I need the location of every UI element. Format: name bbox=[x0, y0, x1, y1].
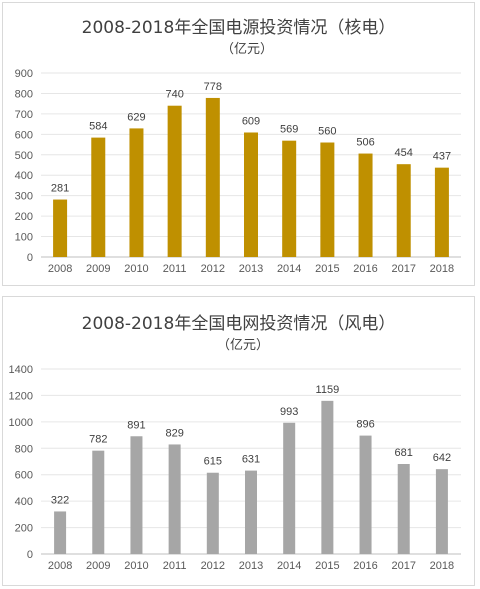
data-label: 778 bbox=[204, 81, 222, 93]
x-tick-label: 2017 bbox=[391, 263, 415, 275]
bar bbox=[167, 105, 182, 257]
bar bbox=[435, 469, 448, 554]
y-tick-label: 600 bbox=[15, 470, 33, 482]
x-tick-label: 2008 bbox=[48, 560, 72, 572]
data-label: 896 bbox=[356, 419, 374, 431]
y-tick-label: 0 bbox=[27, 252, 33, 264]
data-label: 740 bbox=[165, 89, 183, 101]
bar bbox=[359, 435, 372, 554]
data-label: 281 bbox=[51, 183, 69, 195]
x-tick-label: 2014 bbox=[277, 560, 301, 572]
y-tick-label: 1200 bbox=[9, 390, 33, 402]
bar bbox=[205, 97, 220, 257]
x-tick-label: 2009 bbox=[86, 263, 110, 275]
x-tick-label: 2010 bbox=[124, 560, 148, 572]
wind-chart-plot: 0 200 400 600 800 1000 1200 1400 322 2008 782 2009 8… bbox=[9, 364, 461, 572]
y-tick-label: 0 bbox=[27, 549, 33, 561]
data-label: 569 bbox=[280, 124, 298, 136]
data-label: 642 bbox=[433, 452, 451, 464]
bar bbox=[396, 164, 411, 257]
bar bbox=[283, 422, 296, 554]
y-tick-label: 400 bbox=[15, 170, 33, 182]
x-tick-label: 2012 bbox=[201, 263, 225, 275]
x-tick-label: 2015 bbox=[315, 560, 339, 572]
data-label: 681 bbox=[395, 447, 413, 459]
bar bbox=[320, 142, 335, 257]
y-tick-label: 1000 bbox=[9, 417, 33, 429]
x-tick-label: 2012 bbox=[201, 560, 225, 572]
chart-title: 2008-2018年全国电网投资情况（风电） bbox=[81, 314, 396, 334]
x-tick-label: 2008 bbox=[48, 263, 72, 275]
nuclear-investment-chart: 2008-2018年全国电源投资情况（核电） （亿元） 0 100 200 300 40… bbox=[2, 2, 475, 286]
bar bbox=[91, 137, 106, 257]
chart-subtitle: （亿元） bbox=[217, 338, 270, 353]
x-tick-label: 2015 bbox=[315, 263, 339, 275]
y-tick-label: 800 bbox=[15, 443, 33, 455]
bar bbox=[397, 464, 410, 554]
y-tick-label: 700 bbox=[15, 109, 33, 121]
y-tick-label: 200 bbox=[15, 211, 33, 223]
wind-investment-chart: 2008-2018年全国电网投资情况（风电） （亿元） 0 200 400 600 80… bbox=[2, 296, 475, 586]
y-tick-label: 1400 bbox=[9, 364, 33, 376]
x-tick-label: 2018 bbox=[430, 560, 454, 572]
y-tick-label: 500 bbox=[15, 150, 33, 162]
x-tick-label: 2014 bbox=[277, 263, 301, 275]
data-label: 322 bbox=[51, 494, 69, 506]
bar bbox=[282, 140, 297, 257]
data-label: 609 bbox=[242, 115, 260, 127]
chart-subtitle: （亿元） bbox=[221, 42, 274, 57]
x-tick-label: 2010 bbox=[124, 263, 148, 275]
data-label: 891 bbox=[127, 419, 145, 431]
y-tick-label: 200 bbox=[15, 523, 33, 535]
y-tick-label: 800 bbox=[15, 88, 33, 100]
y-tick-label: 100 bbox=[15, 232, 33, 244]
x-tick-label: 2011 bbox=[163, 263, 187, 275]
data-label: 629 bbox=[127, 111, 145, 123]
data-label: 437 bbox=[433, 151, 451, 163]
data-label: 782 bbox=[89, 434, 107, 446]
x-tick-label: 2018 bbox=[430, 263, 454, 275]
x-tick-label: 2011 bbox=[163, 560, 187, 572]
data-label: 829 bbox=[165, 427, 183, 439]
bar bbox=[168, 444, 181, 554]
x-tick-label: 2013 bbox=[239, 263, 263, 275]
data-label: 506 bbox=[356, 137, 374, 149]
data-label: 615 bbox=[204, 456, 222, 468]
y-tick-label: 600 bbox=[15, 129, 33, 141]
bar bbox=[53, 199, 68, 257]
x-tick-label: 2016 bbox=[353, 263, 377, 275]
data-label: 584 bbox=[89, 121, 107, 133]
y-tick-label: 400 bbox=[15, 496, 33, 508]
data-label: 631 bbox=[242, 454, 260, 466]
data-label: 560 bbox=[318, 126, 336, 138]
bar bbox=[129, 128, 144, 257]
y-tick-label: 300 bbox=[15, 191, 33, 203]
x-tick-label: 2013 bbox=[239, 560, 263, 572]
bar bbox=[434, 167, 449, 257]
bar bbox=[358, 153, 373, 257]
chart-title: 2008-2018年全国电源投资情况（核电） bbox=[81, 18, 396, 38]
bar bbox=[92, 450, 105, 554]
bar bbox=[245, 470, 257, 554]
y-tick-label: 900 bbox=[15, 68, 33, 80]
data-label: 1159 bbox=[316, 384, 340, 396]
bar bbox=[244, 132, 258, 257]
bar bbox=[130, 436, 143, 554]
bar bbox=[206, 472, 219, 554]
x-tick-label: 2009 bbox=[86, 560, 110, 572]
bar bbox=[321, 400, 334, 554]
x-tick-label: 2016 bbox=[353, 560, 377, 572]
bar bbox=[54, 511, 67, 554]
nuclear-chart-plot: 0 100 200 300 400 500 600 700 800 900 281 2008 584 20… bbox=[15, 68, 461, 275]
x-tick-label: 2017 bbox=[391, 560, 415, 572]
data-label: 454 bbox=[395, 147, 413, 159]
data-label: 993 bbox=[280, 406, 298, 418]
